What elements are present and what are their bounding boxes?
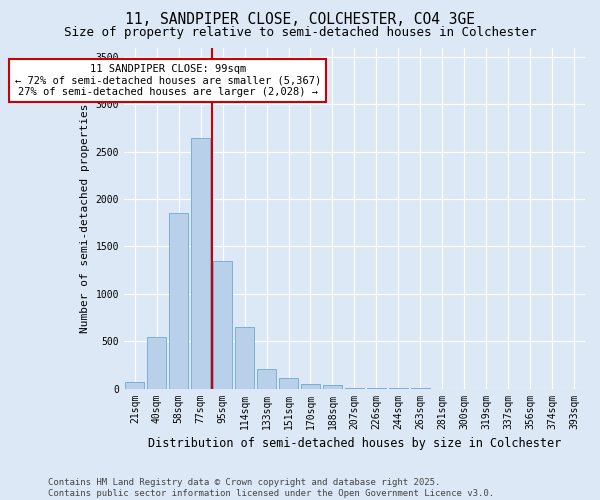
Bar — [279, 378, 298, 388]
Bar — [169, 214, 188, 388]
Bar — [301, 384, 320, 388]
Bar — [148, 338, 166, 388]
Bar — [257, 368, 276, 388]
Bar — [214, 260, 232, 388]
Bar — [323, 385, 342, 388]
Text: 11 SANDPIPER CLOSE: 99sqm
← 72% of semi-detached houses are smaller (5,367)
27% : 11 SANDPIPER CLOSE: 99sqm ← 72% of semi-… — [14, 64, 321, 98]
Bar — [191, 138, 210, 388]
Y-axis label: Number of semi-detached properties: Number of semi-detached properties — [80, 104, 90, 333]
X-axis label: Distribution of semi-detached houses by size in Colchester: Distribution of semi-detached houses by … — [148, 437, 561, 450]
Text: 11, SANDPIPER CLOSE, COLCHESTER, CO4 3GE: 11, SANDPIPER CLOSE, COLCHESTER, CO4 3GE — [125, 12, 475, 28]
Bar — [235, 327, 254, 388]
Text: Contains HM Land Registry data © Crown copyright and database right 2025.
Contai: Contains HM Land Registry data © Crown c… — [48, 478, 494, 498]
Text: Size of property relative to semi-detached houses in Colchester: Size of property relative to semi-detach… — [64, 26, 536, 39]
Bar — [125, 382, 144, 388]
